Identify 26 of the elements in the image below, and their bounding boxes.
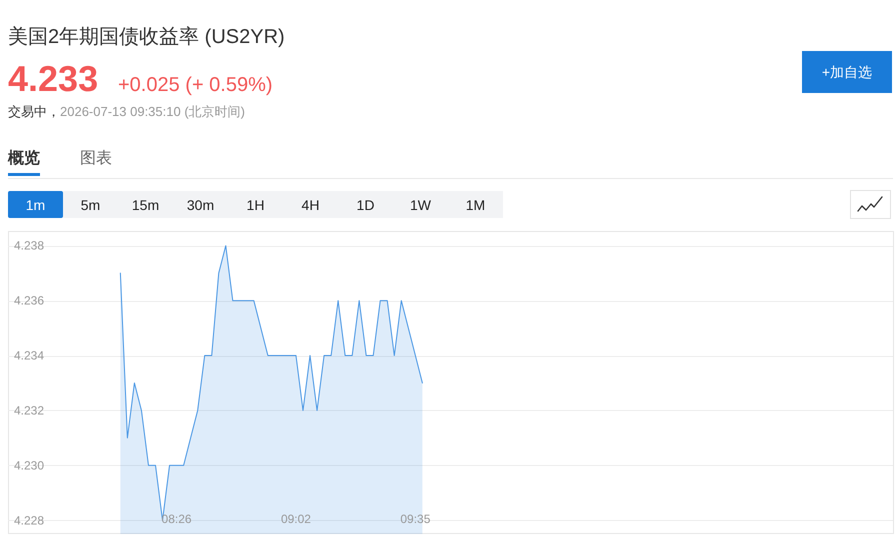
price-change: +0.025 (+ 0.59%)	[118, 74, 273, 96]
interval-button: 5m	[63, 191, 118, 218]
interval-button: 30m	[173, 191, 228, 218]
interval-button-active: 1m	[8, 191, 63, 218]
tab-label-active: 概览	[8, 150, 40, 167]
interval-button: 1M	[448, 191, 503, 218]
y-tick-label: 4.236	[14, 294, 44, 308]
x-tick-label: 09:02	[280, 512, 312, 526]
timestamp: 2026-07-13 09:35:10 (北京时间)	[60, 104, 245, 119]
add-to-watchlist-button: +加自选	[802, 51, 892, 93]
y-tick-label: 4.238	[14, 238, 44, 253]
interval-button: 15m	[118, 191, 173, 218]
interval-button: 1D	[338, 191, 393, 218]
trading-status: 交易中，	[8, 104, 60, 119]
tab-label: 图表	[80, 150, 112, 167]
interval-button: 4H	[283, 191, 338, 218]
x-tick-label: 09:35	[400, 512, 431, 526]
chart-title: 美国2年期国债收益率 (US2YR)	[8, 25, 285, 48]
price: 4.233	[8, 58, 98, 99]
y-tick-label: 4.230	[14, 458, 44, 472]
interval-button: 1H	[228, 191, 283, 218]
x-tick-label: 08:26	[162, 512, 192, 526]
y-tick-label: 4.234	[14, 348, 44, 363]
interval-button: 1W	[393, 191, 448, 218]
y-tick-label: 4.232	[14, 403, 44, 418]
y-tick-label: 4.228	[14, 513, 44, 528]
